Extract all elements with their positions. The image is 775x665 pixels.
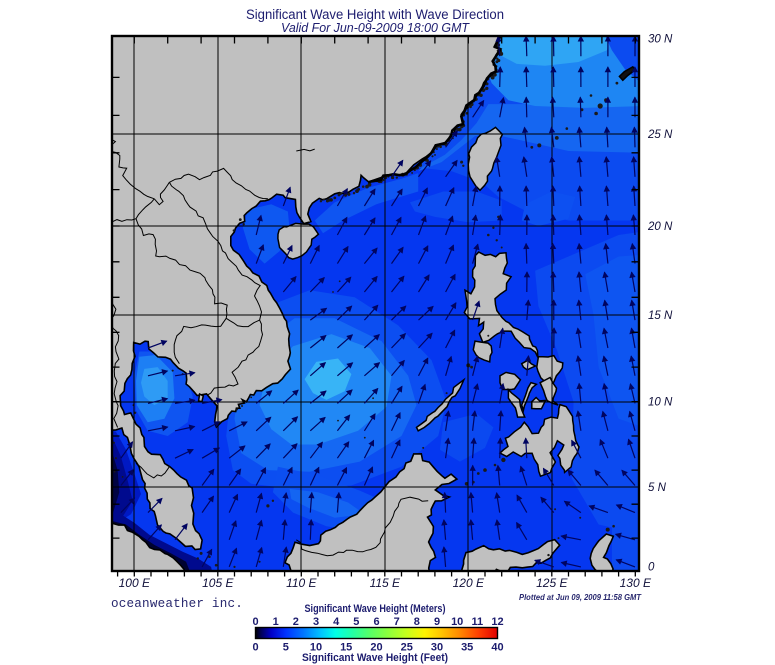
svg-text:Significant Wave Height (Feet): Significant Wave Height (Feet) (302, 652, 448, 664)
svg-text:30: 30 (431, 642, 443, 654)
svg-text:110 E: 110 E (286, 576, 317, 590)
svg-text:7: 7 (394, 616, 400, 628)
svg-text:10 N: 10 N (648, 397, 673, 409)
svg-text:100 E: 100 E (119, 576, 151, 590)
svg-text:8: 8 (414, 616, 420, 628)
svg-text:35: 35 (461, 642, 473, 654)
svg-text:11: 11 (471, 616, 483, 628)
svg-text:6: 6 (373, 616, 379, 628)
svg-text:25: 25 (401, 642, 413, 654)
svg-text:0: 0 (252, 616, 258, 628)
svg-text:130 E: 130 E (620, 576, 652, 590)
svg-text:25 N: 25 N (647, 129, 673, 141)
svg-text:30 N: 30 N (648, 34, 673, 46)
svg-text:15: 15 (340, 642, 352, 654)
svg-text:5: 5 (353, 616, 359, 628)
svg-text:20: 20 (370, 642, 382, 654)
svg-text:20 N: 20 N (647, 221, 673, 233)
svg-text:Plotted at Jun 09, 2009 11:58: Plotted at Jun 09, 2009 11:58 GMT (519, 592, 642, 602)
svg-text:105 E: 105 E (202, 576, 234, 590)
svg-text:10: 10 (451, 616, 463, 628)
svg-text:9: 9 (434, 616, 440, 628)
svg-text:1: 1 (273, 616, 279, 628)
svg-text:115 E: 115 E (370, 576, 401, 590)
svg-text:120 E: 120 E (453, 576, 485, 590)
svg-text:0: 0 (648, 562, 655, 574)
svg-text:12: 12 (491, 616, 503, 628)
svg-text:40: 40 (491, 642, 503, 654)
svg-text:125 E: 125 E (536, 576, 568, 590)
svg-text:2: 2 (293, 616, 299, 628)
svg-text:10: 10 (310, 642, 322, 654)
svg-text:3: 3 (313, 616, 319, 628)
svg-text:Significant Wave Height (Meter: Significant Wave Height (Meters) (305, 603, 446, 615)
svg-text:Valid For Jun-09-2009 18:00 GM: Valid For Jun-09-2009 18:00 GMT (281, 21, 470, 35)
svg-text:5: 5 (283, 642, 289, 654)
svg-text:5 N: 5 N (648, 482, 667, 494)
svg-text:0: 0 (252, 642, 258, 654)
svg-text:4: 4 (333, 616, 340, 628)
svg-text:oceanweather inc.: oceanweather inc. (111, 596, 243, 611)
svg-text:15 N: 15 N (648, 310, 673, 322)
svg-text:Significant Wave Height with W: Significant Wave Height with Wave Direct… (246, 7, 504, 22)
